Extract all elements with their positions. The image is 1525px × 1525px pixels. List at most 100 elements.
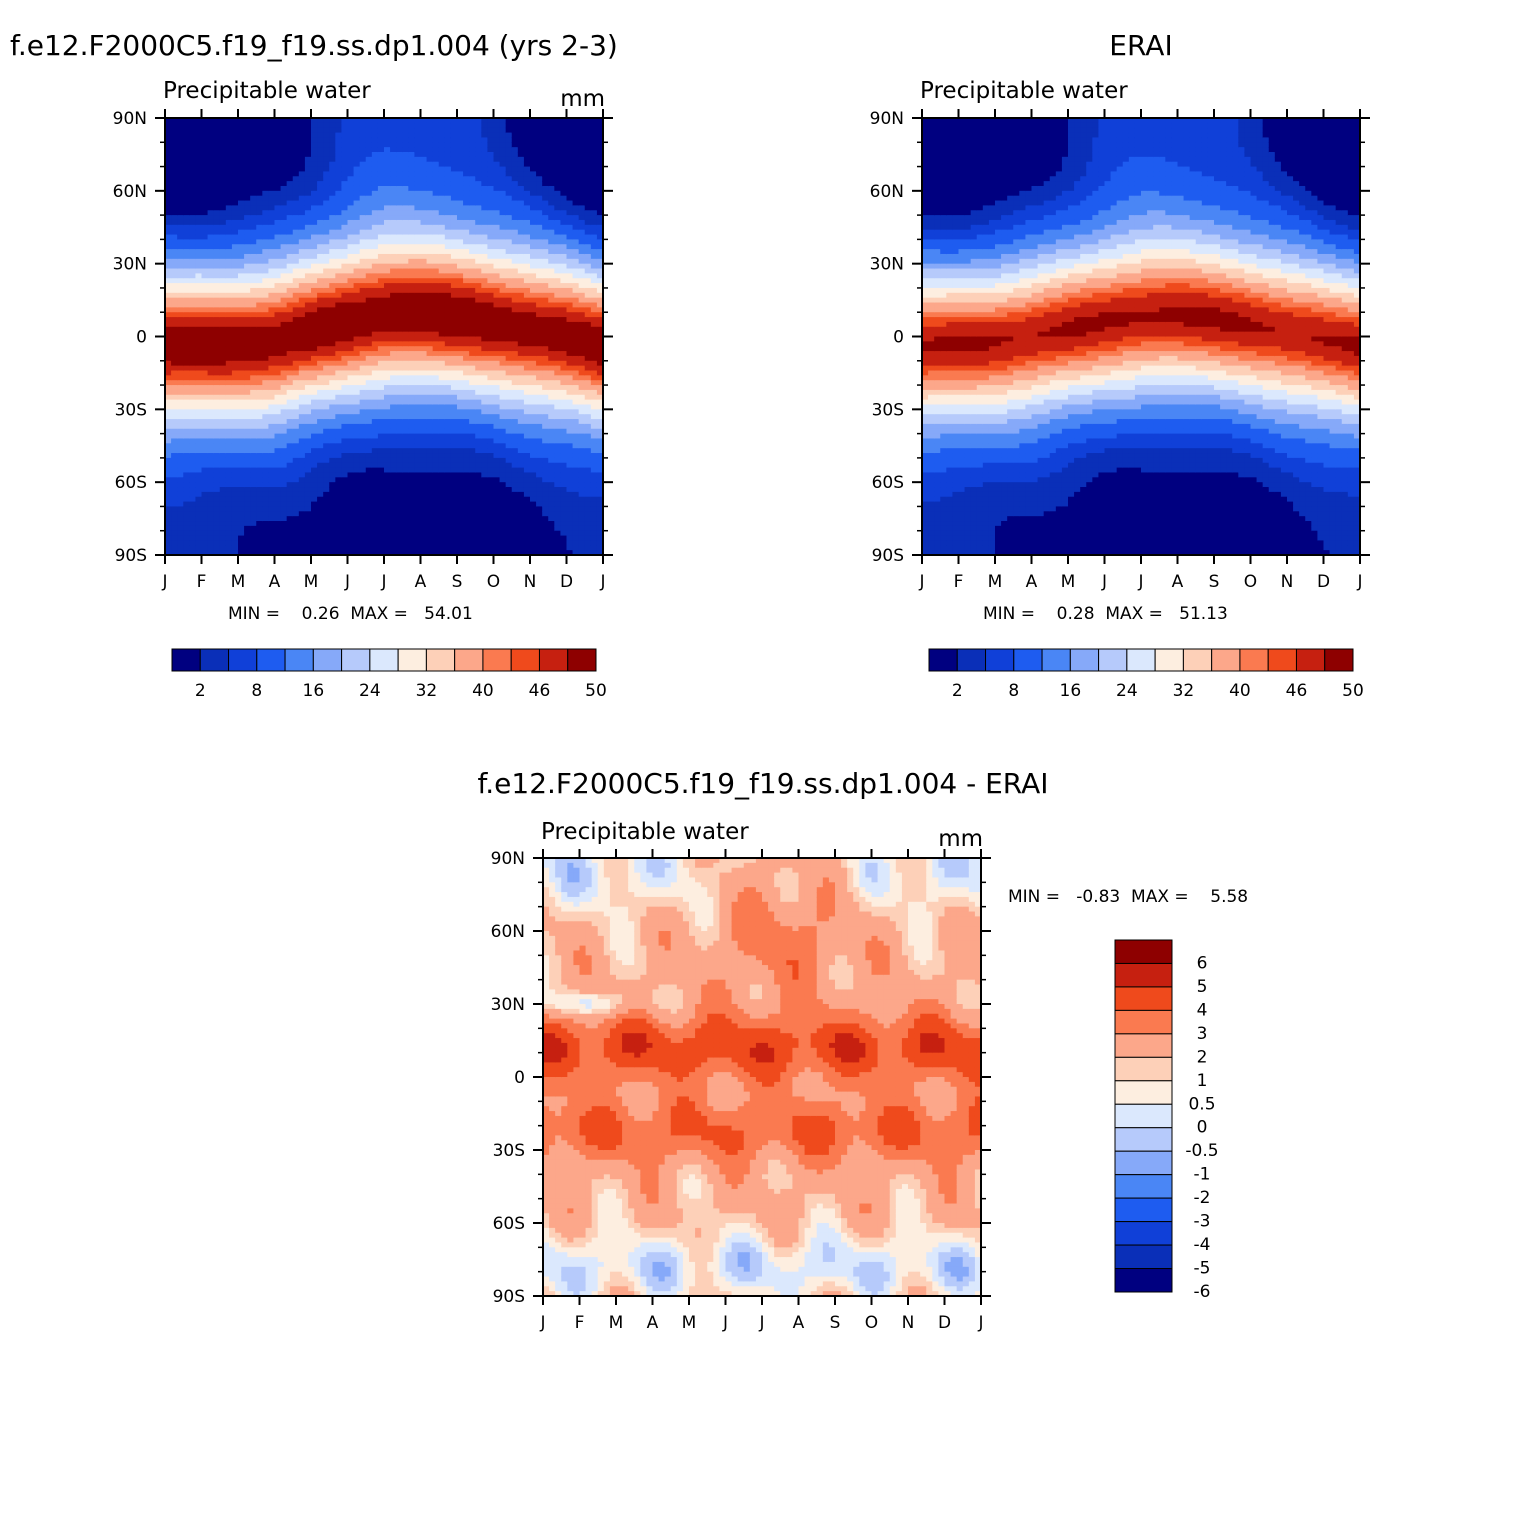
heatmap-cell — [214, 264, 221, 269]
heatmap-cell — [378, 317, 385, 322]
heatmap-cell — [341, 312, 348, 317]
heatmap-cell — [481, 395, 488, 400]
heatmap-cell — [195, 346, 202, 351]
heatmap-cell — [311, 346, 318, 351]
heatmap-cell — [226, 181, 233, 186]
heatmap-cell — [165, 516, 172, 521]
model-units-label: mm — [560, 86, 605, 112]
heatmap-cell — [214, 162, 221, 167]
erai-panel-title: ERAI — [1109, 29, 1172, 62]
heatmap-cell — [323, 366, 330, 371]
heatmap-cell — [439, 497, 446, 502]
heatmap-cell — [360, 283, 367, 288]
heatmap-cell — [433, 332, 440, 337]
heatmap-cell — [372, 210, 379, 215]
heatmap-cell — [348, 220, 355, 225]
heatmap-cell — [341, 147, 348, 152]
heatmap-cell — [214, 273, 221, 278]
heatmap-cell — [262, 463, 269, 468]
heatmap-cell — [354, 162, 361, 167]
heatmap-cell — [189, 307, 196, 312]
heatmap-cell — [372, 429, 379, 434]
heatmap-cell — [414, 463, 421, 468]
heatmap-cell — [445, 414, 452, 419]
heatmap-cell — [341, 137, 348, 142]
heatmap-cell — [433, 273, 440, 278]
heatmap-cell — [208, 429, 215, 434]
heatmap-cell — [414, 332, 421, 337]
heatmap-cell — [500, 162, 507, 167]
heatmap-cell — [451, 395, 458, 400]
heatmap-cell — [226, 147, 233, 152]
heatmap-cell — [360, 545, 367, 550]
heatmap-cell — [335, 162, 342, 167]
heatmap-cell — [481, 176, 488, 181]
heatmap-cell — [177, 346, 184, 351]
heatmap-cell — [390, 341, 397, 346]
heatmap-cell — [202, 531, 209, 536]
heatmap-cell — [341, 239, 348, 244]
heatmap-cell — [311, 482, 318, 487]
heatmap-cell — [494, 341, 501, 346]
heatmap-cell — [275, 147, 282, 152]
heatmap-cell — [293, 366, 300, 371]
heatmap-cell — [487, 370, 494, 375]
heatmap-cell — [262, 220, 269, 225]
heatmap-cell — [335, 341, 342, 346]
heatmap-cell — [268, 307, 275, 312]
heatmap-cell — [348, 303, 355, 308]
heatmap-cell — [281, 395, 288, 400]
heatmap-cell — [408, 196, 415, 201]
heatmap-cell — [396, 225, 403, 230]
heatmap-cell — [165, 312, 172, 317]
heatmap-cell — [390, 244, 397, 249]
heatmap-cell — [323, 404, 330, 409]
heatmap-cell — [262, 497, 269, 502]
heatmap-cell — [202, 385, 209, 390]
heatmap-cell — [305, 540, 312, 545]
heatmap-cell — [183, 511, 190, 516]
heatmap-cell — [372, 152, 379, 157]
heatmap-cell — [305, 147, 312, 152]
heatmap-cell — [421, 356, 428, 361]
heatmap-cell — [281, 215, 288, 220]
heatmap-cell — [208, 521, 215, 526]
heatmap-cell — [360, 477, 367, 482]
heatmap-cell — [287, 322, 294, 327]
heatmap-cell — [238, 545, 245, 550]
heatmap-cell — [378, 312, 385, 317]
heatmap-cell — [311, 506, 318, 511]
heatmap-cell — [287, 453, 294, 458]
heatmap-cell — [220, 526, 227, 531]
heatmap-cell — [275, 540, 282, 545]
heatmap-cell — [214, 497, 221, 502]
heatmap-cell — [275, 332, 282, 337]
heatmap-cell — [195, 327, 202, 332]
heatmap-cell — [238, 152, 245, 157]
heatmap-cell — [439, 210, 446, 215]
heatmap-cell — [281, 453, 288, 458]
heatmap-cell — [281, 472, 288, 477]
heatmap-cell — [463, 273, 470, 278]
heatmap-cell — [457, 497, 464, 502]
heatmap-cell — [427, 506, 434, 511]
heatmap-cell — [171, 366, 178, 371]
heatmap-cell — [475, 322, 482, 327]
heatmap-cell — [378, 361, 385, 366]
heatmap-cell — [366, 337, 373, 342]
heatmap-cell — [287, 128, 294, 133]
heatmap-cell — [202, 235, 209, 240]
heatmap-cell — [433, 472, 440, 477]
heatmap-cell — [262, 167, 269, 172]
heatmap-cell — [244, 332, 251, 337]
heatmap-cell — [439, 288, 446, 293]
heatmap-cell — [372, 400, 379, 405]
heatmap-cell — [293, 273, 300, 278]
heatmap-cell — [183, 448, 190, 453]
heatmap-cell — [208, 133, 215, 138]
heatmap-cell — [262, 438, 269, 443]
heatmap-cell — [445, 225, 452, 230]
heatmap-cell — [329, 536, 336, 541]
heatmap-cell — [433, 341, 440, 346]
heatmap-cell — [275, 225, 282, 230]
